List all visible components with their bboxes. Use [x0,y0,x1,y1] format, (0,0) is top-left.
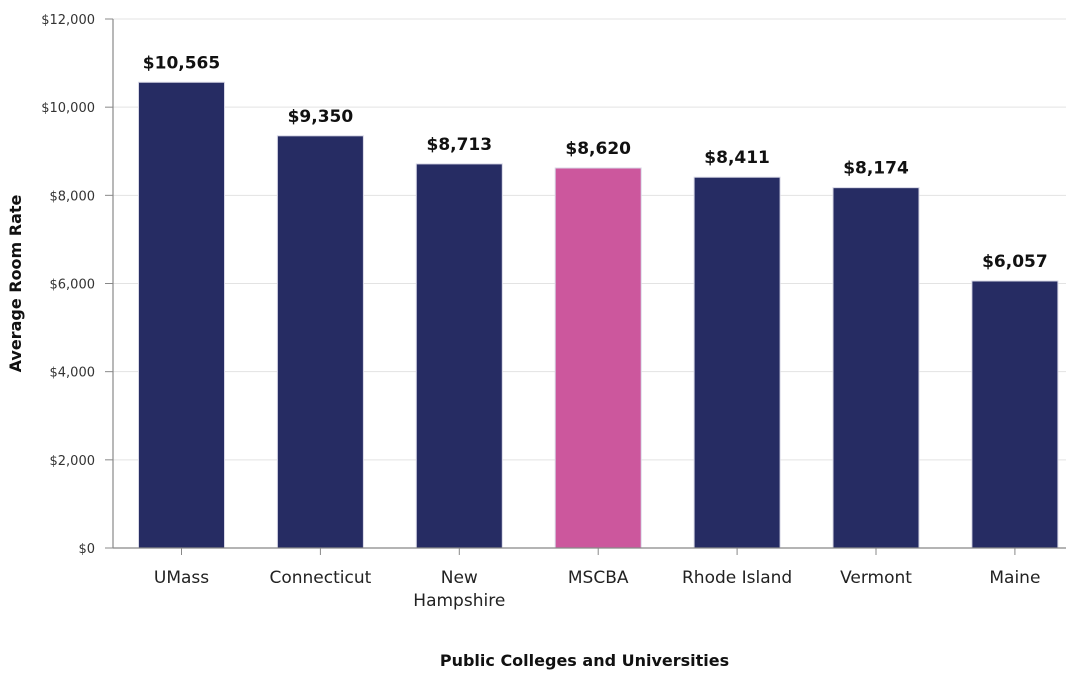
data-label: $8,174 [843,159,909,179]
x-tick-label: MSCBA [568,568,629,588]
data-label: $10,565 [143,53,220,73]
bar [415,163,503,549]
y-tick-label: $8,000 [50,189,96,204]
bars [138,81,1059,549]
y-tick-label: $4,000 [50,366,96,381]
data-label: $9,350 [288,107,354,127]
bar [554,167,642,549]
data-labels: $10,565 $9,350 $8,713 $8,620 $8,411 $8,174 $6,… [143,53,1048,272]
bar [693,176,781,549]
y-axis-title: Average Room Rate [6,194,25,372]
y-tick-label: $10,000 [41,101,95,116]
y-tick-label: $6,000 [50,278,96,293]
x-tick-label: UMass [154,568,209,588]
bar [276,135,364,549]
data-label: $8,620 [565,139,631,159]
x-tick-label: New Hampshire [413,568,505,611]
x-axis-ticks: UMass Connecticut New Hampshire MSCBA Rhode I… [154,548,1040,611]
y-tick-label: $2,000 [50,454,96,469]
x-tick-label: Connecticut [269,568,371,588]
data-label: $8,713 [426,135,492,155]
y-axis-ticks: $0 $2,000 $4,000 $6,000 $8,000 $10,000 $12,000 [41,13,113,557]
data-label: $6,057 [982,252,1048,272]
bar [138,81,225,549]
x-tick-label: Maine [989,568,1040,588]
y-tick-label: $0 [78,542,95,557]
x-tick-label: Vermont [840,568,912,588]
data-label: $8,411 [704,148,770,168]
x-tick-label: Rhode Island [682,568,792,588]
bar [971,280,1059,549]
bar [832,187,920,549]
x-axis-title: Public Colleges and Universities [440,651,729,670]
y-tick-label: $12,000 [41,13,95,28]
